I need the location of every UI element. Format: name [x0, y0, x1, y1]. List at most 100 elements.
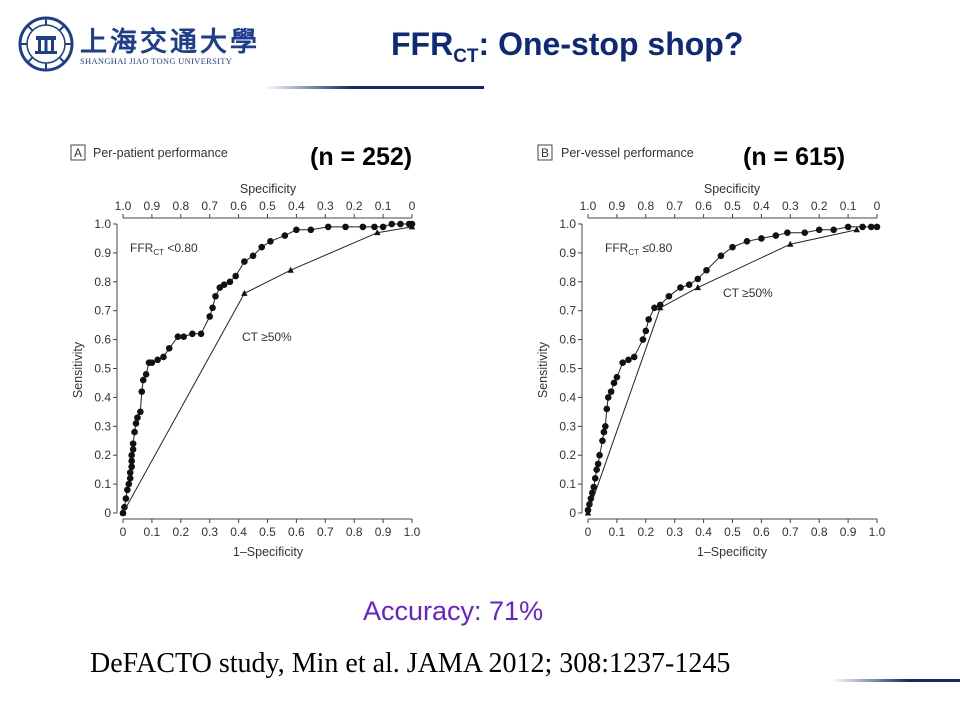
y-tick-label: 0.7 — [94, 304, 111, 318]
panel-letter: B — [541, 146, 549, 160]
data-point-circle — [784, 229, 791, 236]
data-point-circle — [125, 480, 133, 488]
data-point-triangle — [787, 240, 794, 247]
top-tick-label: 0.9 — [144, 199, 161, 213]
data-point-circle — [388, 220, 396, 228]
data-point-circle — [642, 327, 650, 335]
data-point-circle — [226, 278, 234, 286]
data-point-circle — [844, 223, 852, 231]
title-subscript: CT — [453, 46, 479, 67]
roc-chart-per-vessel: B Per-vessel performance (n = 615) Speci… — [536, 143, 886, 559]
series-line-ffrct — [122, 223, 412, 514]
panel-letter-box — [537, 144, 553, 161]
data-point-circle — [589, 489, 596, 497]
ct-curve-label: CT ≥50% — [723, 286, 773, 300]
university-name-en: SHANGHAI JIAO TONG UNIVERSITY — [80, 56, 233, 66]
data-point-circle — [600, 428, 608, 436]
top-tick-label: 0.5 — [259, 199, 276, 213]
x-axis-title: 1–Specificity — [697, 545, 768, 559]
top-tick-label: 1.0 — [580, 199, 597, 213]
data-point-circle — [165, 344, 173, 352]
data-point-circle — [212, 292, 219, 300]
x-tick-label: 0.3 — [666, 525, 683, 539]
data-point-circle — [645, 316, 652, 323]
sample-size-label: (n = 615) — [743, 143, 845, 171]
data-point-circle — [129, 446, 137, 453]
data-point-circle — [124, 486, 131, 494]
data-point-triangle — [694, 284, 702, 291]
title-main: FFR — [391, 26, 454, 62]
data-point-circle — [772, 232, 780, 239]
data-point-triangle — [853, 226, 860, 233]
data-point-circle — [685, 281, 693, 288]
data-point-circle — [324, 223, 332, 231]
x-tick-label: 1.0 — [869, 525, 886, 539]
x-tick-label: 0.5 — [259, 525, 276, 539]
top-tick-label: 0.1 — [375, 199, 392, 213]
data-point-circle — [604, 394, 612, 401]
data-point-circle — [128, 451, 135, 459]
x-tick-label: 0.1 — [144, 525, 161, 539]
top-tick-label: 0.4 — [288, 199, 305, 213]
x-axis-title: 1–Specificity — [233, 545, 304, 559]
y-tick-label: 0.6 — [94, 333, 111, 347]
data-point-circle — [873, 223, 881, 231]
data-point-triangle — [374, 229, 381, 236]
data-point-circle — [593, 466, 600, 473]
data-point-circle — [630, 353, 638, 361]
slide-title: FFRCT: One-stop shop? — [391, 26, 743, 68]
series-line-ct — [587, 229, 857, 514]
x-tick-label: 0.6 — [288, 525, 305, 539]
data-point-circle — [206, 313, 213, 320]
x-tick-label: 0 — [585, 525, 592, 539]
data-point-circle — [258, 243, 266, 251]
data-point-circle — [639, 336, 647, 343]
data-point-triangle — [287, 266, 294, 273]
data-point-circle — [677, 284, 684, 291]
data-point-circle — [603, 405, 611, 413]
data-point-triangle — [119, 509, 127, 516]
y-tick-label: 0.9 — [94, 246, 111, 260]
data-point-circle — [128, 457, 135, 465]
top-tick-label: 0.8 — [637, 199, 654, 213]
data-point-circle — [599, 437, 606, 445]
data-point-circle — [743, 238, 751, 245]
data-point-circle — [830, 226, 837, 234]
y-tick-label: 0.2 — [94, 448, 111, 462]
y-tick-label: 0.5 — [94, 362, 111, 376]
y-axis-title: Sensitivity — [71, 341, 85, 398]
university-seal-icon — [18, 16, 74, 72]
data-point-circle — [209, 304, 216, 312]
y-tick-label: 0.4 — [94, 390, 111, 404]
data-point-circle — [189, 330, 196, 338]
x-tick-label: 0.3 — [201, 525, 218, 539]
data-point-circle — [801, 229, 809, 236]
citation-text: DeFACTO study, Min et al. JAMA 2012; 308… — [90, 648, 731, 679]
data-point-circle — [142, 370, 150, 378]
panel-title: Per-vessel performance — [561, 146, 694, 160]
data-point-circle — [126, 475, 134, 482]
data-point-circle — [197, 330, 205, 338]
data-point-circle — [610, 379, 618, 387]
panel-letter-box — [70, 144, 86, 161]
data-point-circle — [590, 483, 598, 491]
data-point-circle — [293, 226, 300, 234]
top-tick-label: 0.8 — [172, 199, 189, 213]
x-tick-label: 0 — [120, 525, 127, 539]
data-point-circle — [694, 275, 702, 283]
data-point-circle — [121, 503, 128, 511]
data-point-circle — [138, 388, 146, 395]
y-axis-title: Sensitivity — [536, 341, 550, 398]
data-point-circle — [342, 223, 349, 231]
data-point-circle — [134, 414, 141, 421]
data-point-circle — [729, 243, 736, 251]
x-tick-label: 0.9 — [840, 525, 857, 539]
ffrct-curve-label: FFRCT <0.80 — [130, 241, 198, 257]
data-point-circle — [717, 252, 725, 260]
data-point-circle — [126, 469, 134, 476]
data-point-triangle — [241, 289, 248, 296]
top-axis-title: Specificity — [240, 182, 297, 196]
top-tick-label: 0.6 — [695, 199, 712, 213]
panel-label: A Per-patient performance — [70, 144, 228, 161]
top-tick-label: 1.0 — [115, 199, 132, 213]
